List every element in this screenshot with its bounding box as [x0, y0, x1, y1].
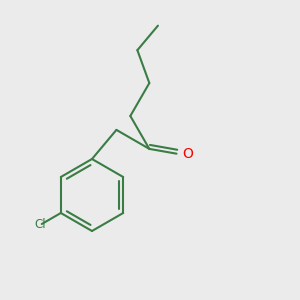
Text: Cl: Cl: [34, 218, 46, 232]
Text: O: O: [182, 147, 193, 161]
